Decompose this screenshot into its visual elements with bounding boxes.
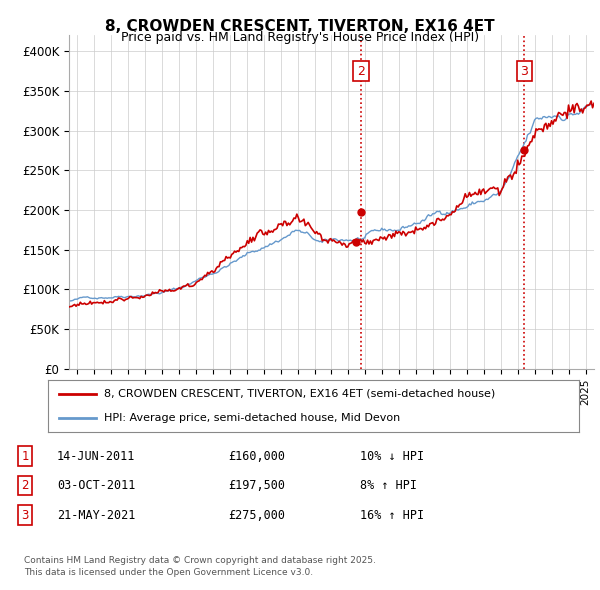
Text: 8, CROWDEN CRESCENT, TIVERTON, EX16 4ET: 8, CROWDEN CRESCENT, TIVERTON, EX16 4ET [105,19,495,34]
Text: Contains HM Land Registry data © Crown copyright and database right 2025.: Contains HM Land Registry data © Crown c… [24,556,376,565]
Text: 3: 3 [520,65,528,78]
Text: £275,000: £275,000 [228,509,285,522]
Text: 2: 2 [22,479,29,492]
Text: Price paid vs. HM Land Registry's House Price Index (HPI): Price paid vs. HM Land Registry's House … [121,31,479,44]
Text: 21-MAY-2021: 21-MAY-2021 [57,509,136,522]
Text: £160,000: £160,000 [228,450,285,463]
Text: 8, CROWDEN CRESCENT, TIVERTON, EX16 4ET (semi-detached house): 8, CROWDEN CRESCENT, TIVERTON, EX16 4ET … [104,389,495,399]
Text: This data is licensed under the Open Government Licence v3.0.: This data is licensed under the Open Gov… [24,568,313,576]
Text: 14-JUN-2011: 14-JUN-2011 [57,450,136,463]
Text: 1: 1 [22,450,29,463]
Text: £197,500: £197,500 [228,479,285,492]
Text: HPI: Average price, semi-detached house, Mid Devon: HPI: Average price, semi-detached house,… [104,413,400,423]
Text: 2: 2 [357,65,365,78]
Text: 10% ↓ HPI: 10% ↓ HPI [360,450,424,463]
Text: 8% ↑ HPI: 8% ↑ HPI [360,479,417,492]
Text: 3: 3 [22,509,29,522]
Text: 03-OCT-2011: 03-OCT-2011 [57,479,136,492]
Text: 16% ↑ HPI: 16% ↑ HPI [360,509,424,522]
